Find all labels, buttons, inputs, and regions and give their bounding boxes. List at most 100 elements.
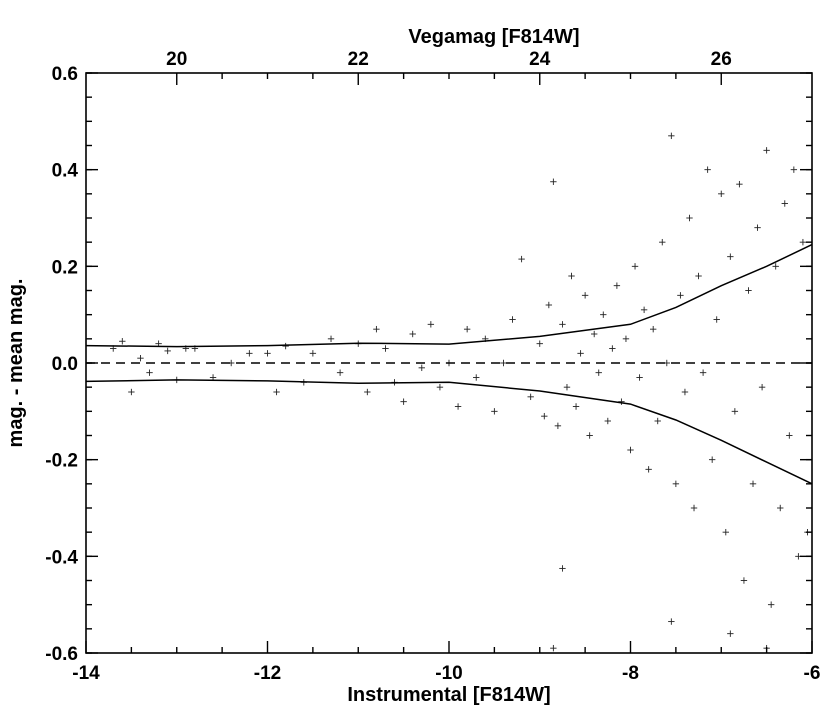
scatter-point bbox=[722, 528, 729, 536]
scatter-point bbox=[767, 601, 775, 608]
top-tick-label: 26 bbox=[711, 49, 732, 70]
scatter-point bbox=[518, 255, 525, 263]
y-tick-label: -0.4 bbox=[45, 547, 78, 568]
x-tick-label: -8 bbox=[622, 663, 639, 684]
scatter-point bbox=[418, 364, 425, 372]
y-tick-label: -0.6 bbox=[45, 644, 78, 665]
top-tick-label: 20 bbox=[166, 49, 187, 70]
scatter-point bbox=[473, 374, 480, 381]
scatter-point bbox=[618, 398, 625, 405]
scatter-point bbox=[568, 272, 575, 280]
scatter-point bbox=[273, 388, 280, 396]
scatter-point bbox=[586, 432, 593, 439]
scatter-point bbox=[745, 287, 752, 294]
scatter-point bbox=[736, 180, 743, 188]
scatter-point bbox=[790, 166, 798, 173]
scatter-point bbox=[668, 618, 675, 625]
tick-labels: -14 -12 -10 -8 -6 20 22 24 26 -0.6 -0.4 -0.2 0.0 0.2 0… bbox=[45, 49, 820, 684]
y-axis-label: mag. - mean mag. bbox=[5, 279, 27, 448]
scatter-point bbox=[309, 350, 317, 357]
scatter-point bbox=[550, 178, 557, 185]
scatter-point bbox=[613, 282, 621, 289]
scatter-point bbox=[563, 383, 571, 391]
reference-lines bbox=[85, 243, 813, 485]
scatter-point bbox=[536, 340, 543, 347]
scatter-point bbox=[600, 311, 607, 318]
x-tick-label: -10 bbox=[435, 663, 462, 684]
y-tick-label: 0.2 bbox=[52, 257, 78, 278]
x-tick-label: -6 bbox=[804, 663, 821, 684]
x-tick-label: -12 bbox=[254, 663, 281, 684]
scatter-point bbox=[672, 480, 680, 488]
scatter-point bbox=[645, 466, 652, 473]
scatter-point bbox=[119, 338, 126, 345]
scatter-points bbox=[110, 132, 811, 652]
scatter-point bbox=[786, 432, 793, 439]
axes bbox=[85, 72, 813, 654]
scatter-point bbox=[146, 369, 153, 376]
y-tick-label: 0.6 bbox=[52, 64, 78, 85]
scatter-point bbox=[781, 200, 788, 207]
scatter-point bbox=[595, 369, 602, 376]
scatter-point bbox=[382, 345, 389, 352]
scatter-point bbox=[373, 325, 380, 333]
scatter-point bbox=[491, 408, 498, 415]
scatter-point bbox=[409, 330, 416, 338]
scatter-point bbox=[749, 480, 757, 488]
scatter-point bbox=[649, 325, 657, 333]
scatter-point bbox=[128, 388, 135, 396]
scatter-point bbox=[799, 238, 807, 246]
scatter-point bbox=[677, 292, 684, 299]
scatter-point bbox=[695, 272, 702, 280]
scatter-point bbox=[581, 292, 589, 299]
scatter-point bbox=[500, 359, 507, 367]
scatter-point bbox=[727, 253, 734, 260]
scatter-point bbox=[627, 446, 634, 454]
scatter-point bbox=[137, 354, 144, 362]
scatter-point bbox=[699, 369, 707, 376]
scatter-point bbox=[636, 374, 643, 381]
scatter-point bbox=[622, 335, 630, 343]
scatter-point bbox=[164, 347, 171, 355]
scatter-point bbox=[640, 306, 648, 314]
scatter-point bbox=[509, 316, 516, 323]
scatter-point bbox=[654, 417, 661, 425]
x-tick-label: -14 bbox=[72, 663, 100, 684]
scatter-point bbox=[631, 263, 639, 270]
top-axis-label: Vegamag [F814W] bbox=[408, 26, 579, 48]
scatter-point bbox=[554, 422, 562, 430]
scatter-point bbox=[704, 166, 711, 173]
scatter-point bbox=[690, 504, 698, 512]
scatter-point bbox=[668, 132, 675, 140]
scatter-point bbox=[777, 504, 784, 512]
scatter-point bbox=[681, 388, 689, 396]
scatter-point bbox=[327, 335, 335, 343]
scatter-point bbox=[754, 224, 761, 231]
scatter-point bbox=[708, 456, 716, 463]
scatter-point bbox=[427, 321, 435, 328]
scatter-point bbox=[718, 190, 725, 198]
scatter-point bbox=[727, 630, 734, 637]
y-tick-label: -0.2 bbox=[45, 451, 78, 472]
scatter-point bbox=[659, 238, 666, 246]
scatter-point bbox=[282, 342, 289, 350]
scatter-point bbox=[264, 350, 271, 357]
scatter-point bbox=[336, 369, 344, 376]
scatter-point bbox=[609, 345, 616, 352]
scatter-point bbox=[604, 417, 612, 425]
scatter-point bbox=[550, 644, 557, 652]
y-tick-label: 0.4 bbox=[52, 161, 79, 182]
y-tick-label: 0.0 bbox=[52, 354, 78, 375]
envelope-lower-line bbox=[85, 379, 813, 485]
scatter-point bbox=[541, 412, 548, 420]
scatter-point bbox=[686, 214, 693, 222]
scatter-point bbox=[713, 316, 720, 323]
scatter-point bbox=[559, 565, 566, 572]
scatter-point bbox=[763, 147, 770, 154]
top-tick-label: 24 bbox=[529, 49, 551, 70]
scatter-point bbox=[559, 321, 566, 328]
scatter-point bbox=[545, 301, 553, 309]
scatter-point bbox=[740, 577, 748, 584]
